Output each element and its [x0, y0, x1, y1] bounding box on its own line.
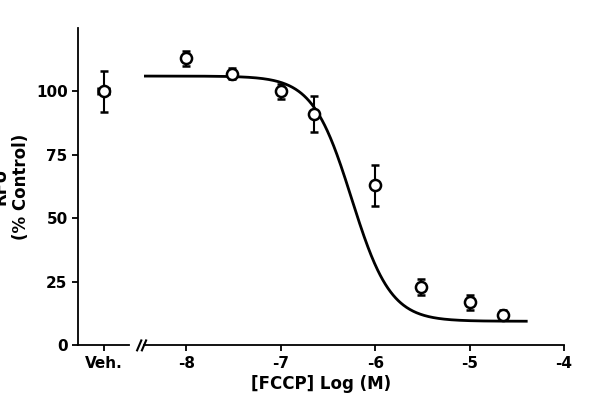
Y-axis label: RFU
(% Control): RFU (% Control)	[0, 133, 30, 240]
Text: [FCCP] Log (M): [FCCP] Log (M)	[251, 375, 391, 393]
